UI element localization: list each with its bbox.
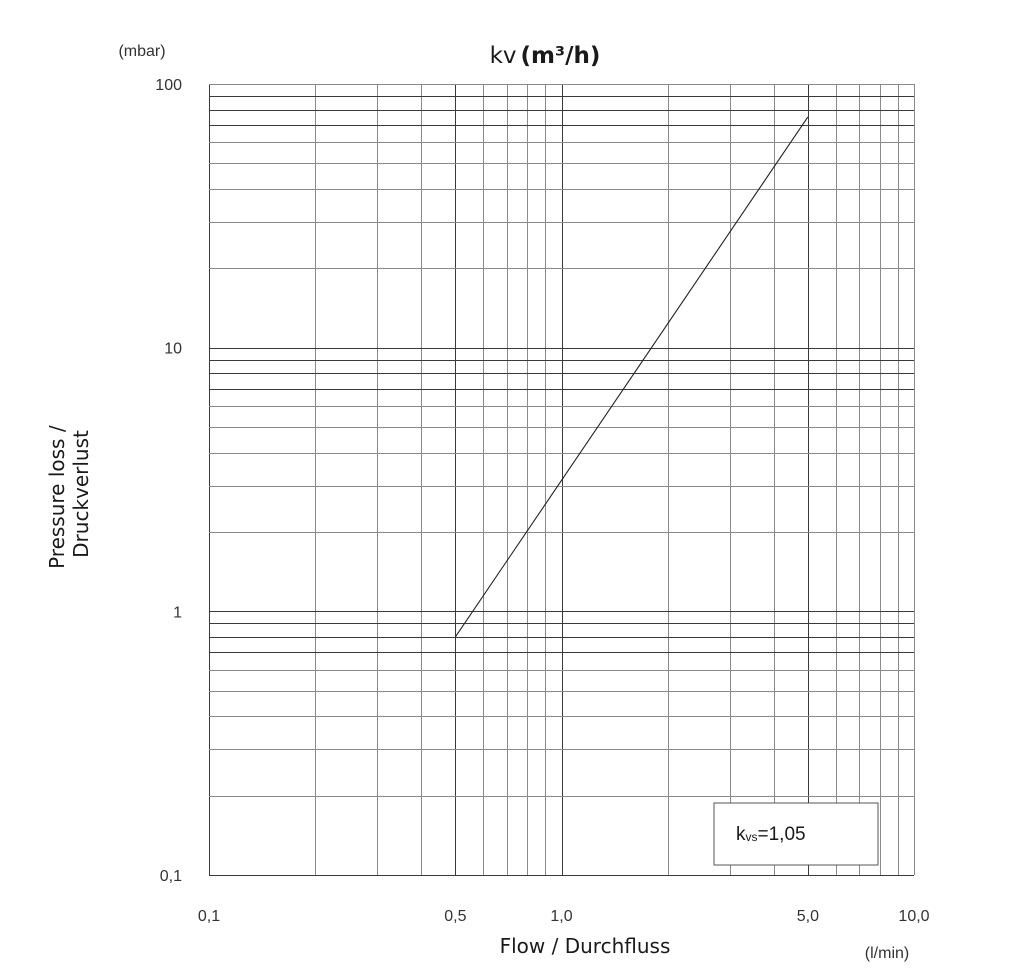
chart-title-main: kv xyxy=(490,43,517,69)
y-tick-label: 1 xyxy=(173,604,182,621)
grid xyxy=(209,84,915,876)
x-tick-label: 10,0 xyxy=(898,908,929,925)
x-unit-label: (l/min) xyxy=(865,945,909,962)
kvs-box xyxy=(713,802,879,866)
kvs-text: kvs=1,05 xyxy=(736,824,806,845)
tick-labels: 0,1 0,5 1,0 5,0 10,0 0,1 1 10 100 xyxy=(155,77,929,925)
x-tick-label: 1,0 xyxy=(550,908,572,925)
x-tick-label: 0,5 xyxy=(444,908,466,925)
chart-title: kv (m³/h) xyxy=(490,43,601,69)
y-unit-label: (mbar) xyxy=(118,43,165,60)
x-tick-label: 0,1 xyxy=(198,908,220,925)
y-tick-label: 10 xyxy=(164,341,182,358)
kvs-subscript: vs xyxy=(746,830,758,844)
kvs-symbol: k xyxy=(736,824,746,845)
x-tick-label: 5,0 xyxy=(797,908,819,925)
series-layer xyxy=(454,116,809,638)
y-axis-title-line-2: Druckverlust xyxy=(69,430,93,558)
y-tick-label: 100 xyxy=(155,77,182,94)
y-axis-title-line-1: Pressure loss / xyxy=(45,425,69,569)
chart-title-unit: (m³/h) xyxy=(521,43,601,69)
y-tick-label: 0,1 xyxy=(160,868,182,885)
y-axis-title: Pressure loss / Druckverlust xyxy=(45,419,93,569)
kvs-annotation: kvs=1,05 xyxy=(713,802,879,866)
x-axis-title: Flow / Durchfluss xyxy=(500,934,671,958)
kvs-value: =1,05 xyxy=(758,824,806,845)
series-line xyxy=(454,116,809,638)
